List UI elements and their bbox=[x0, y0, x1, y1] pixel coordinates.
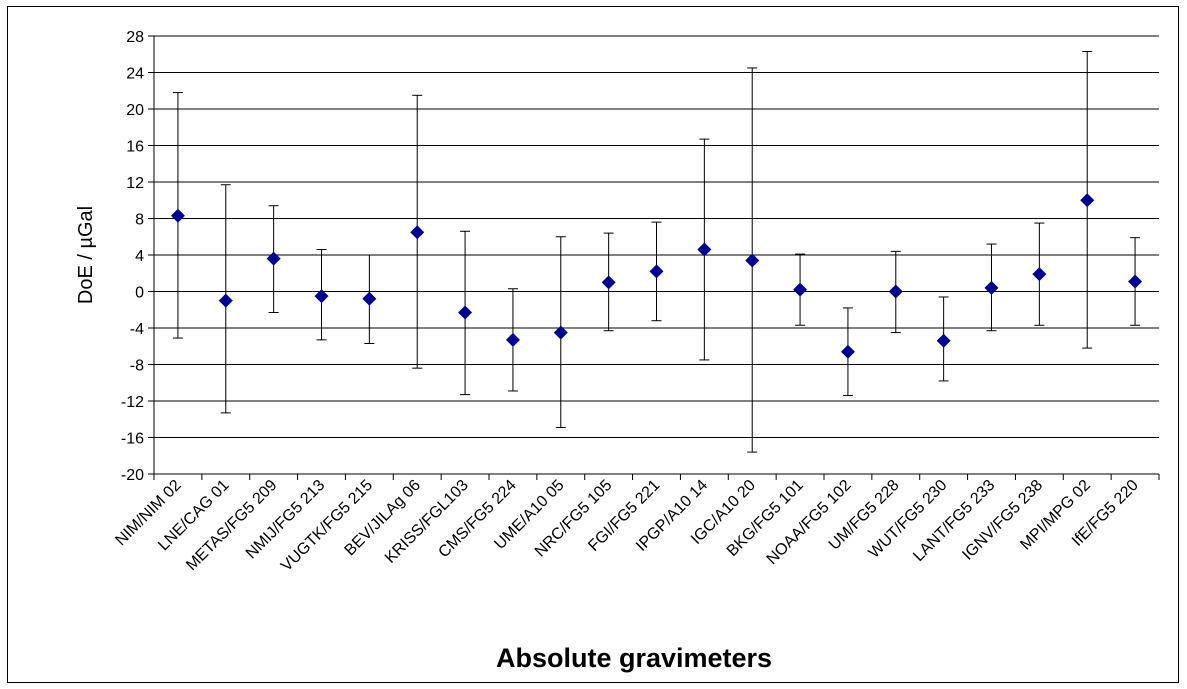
y-tick-label: 12 bbox=[126, 175, 144, 192]
data-point bbox=[410, 225, 424, 239]
y-tick-label: -12 bbox=[121, 394, 144, 411]
x-tick-label: METAS/FG5 209 bbox=[183, 477, 280, 574]
y-tick-label: 28 bbox=[126, 29, 144, 46]
data-point bbox=[362, 292, 376, 306]
data-point bbox=[1128, 274, 1142, 288]
data-point bbox=[171, 209, 185, 223]
y-tick-label: 0 bbox=[135, 285, 144, 302]
x-tick-label: NOAA/FG5 102 bbox=[764, 477, 855, 568]
y-tick-label: 16 bbox=[126, 139, 144, 156]
y-tick-label: 4 bbox=[135, 248, 144, 265]
error-bars bbox=[173, 52, 1140, 453]
y-tick-label: -8 bbox=[130, 358, 144, 375]
data-point bbox=[1032, 267, 1046, 281]
data-point bbox=[650, 264, 664, 278]
data-point bbox=[937, 334, 951, 348]
data-point bbox=[219, 294, 233, 308]
data-point bbox=[841, 345, 855, 359]
data-point bbox=[602, 275, 616, 289]
data-point bbox=[793, 283, 807, 297]
y-tick-label: -16 bbox=[121, 431, 144, 448]
data-point bbox=[506, 333, 520, 347]
y-tick-label: -20 bbox=[121, 467, 144, 484]
x-tick-label: KRISS/FGL103 bbox=[382, 477, 472, 567]
x-axis-title: Absolute gravimeters bbox=[496, 643, 772, 673]
y-tick-label: 24 bbox=[126, 66, 144, 83]
y-tick-label: 8 bbox=[135, 212, 144, 229]
data-point bbox=[985, 281, 999, 295]
y-tick-label: 20 bbox=[126, 102, 144, 119]
data-point bbox=[458, 305, 472, 319]
x-tick-label: LANT/FG5 233 bbox=[910, 477, 998, 565]
data-point bbox=[267, 252, 281, 266]
y-axis-title: DoE / µGal bbox=[75, 206, 97, 304]
y-tick-label: -4 bbox=[130, 321, 144, 338]
data-point bbox=[697, 243, 711, 257]
x-tick-label: VUGTK/FG5 215 bbox=[278, 477, 376, 575]
y-tick-labels: 28 24 20 16 12 8 4 0 -4 -8 -12 -16 -20 bbox=[121, 29, 144, 484]
data-point bbox=[1080, 193, 1094, 207]
axes bbox=[148, 36, 1159, 480]
data-point bbox=[745, 253, 759, 267]
data-point bbox=[889, 285, 903, 299]
